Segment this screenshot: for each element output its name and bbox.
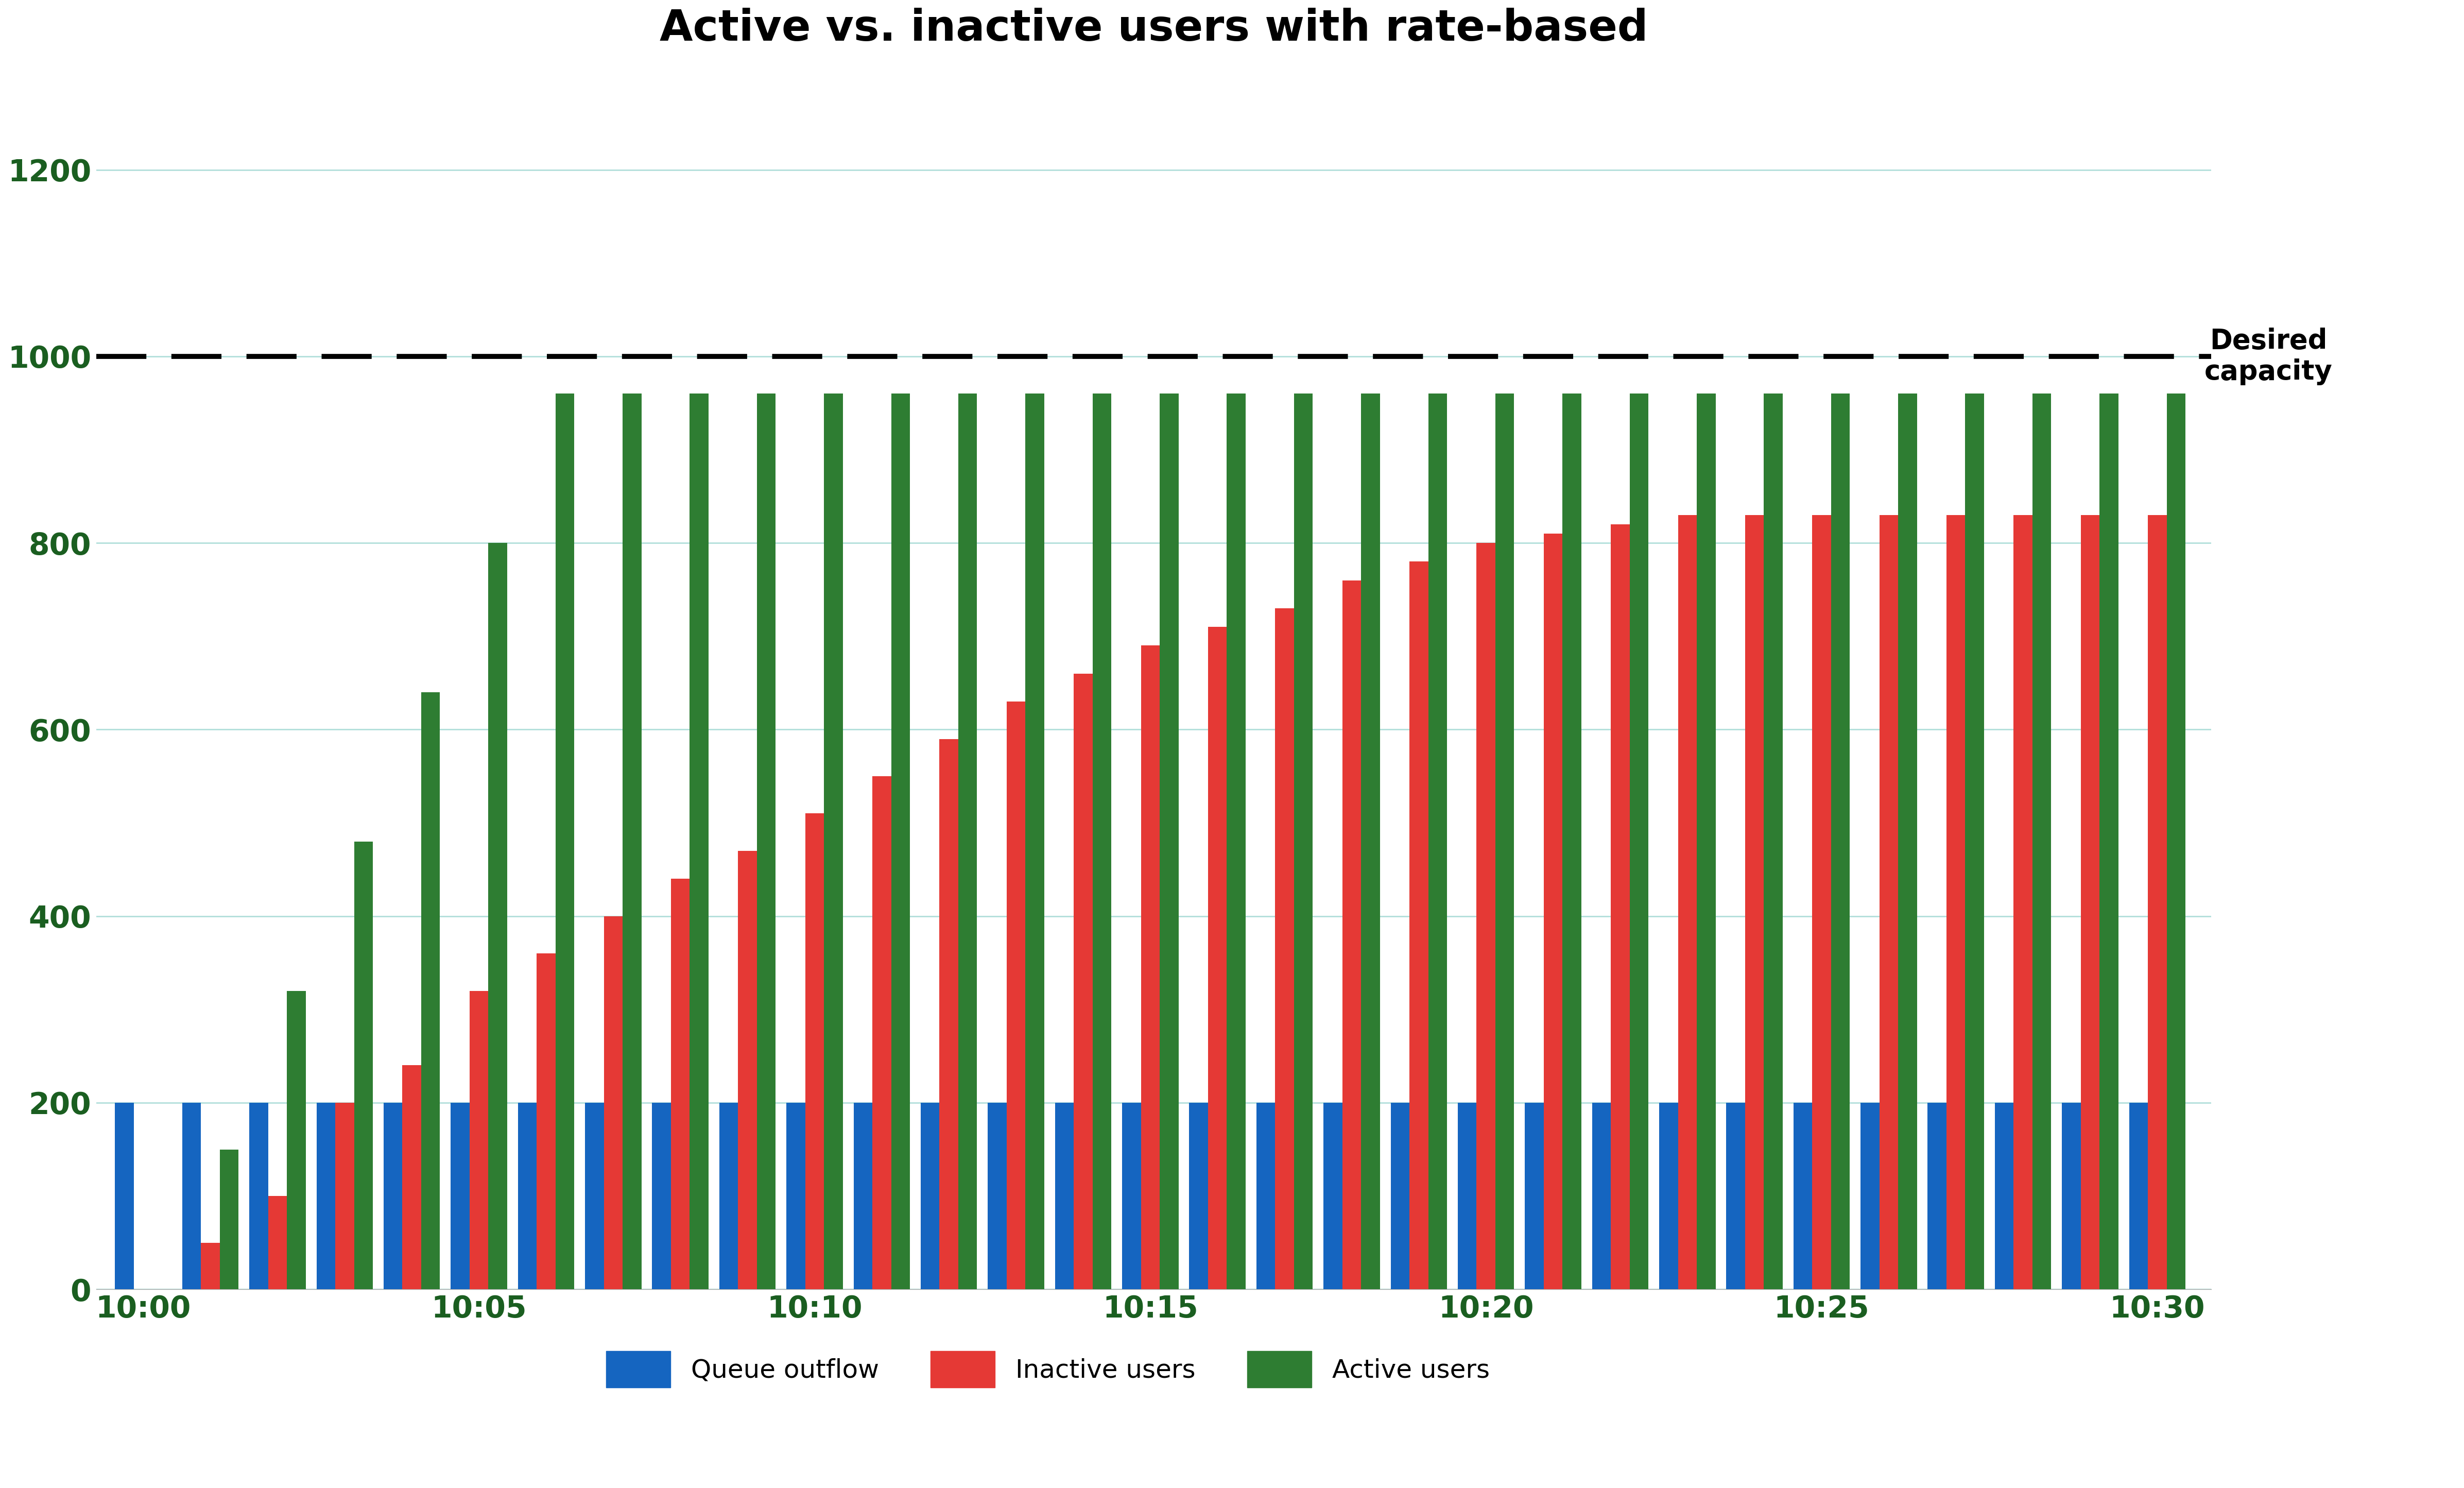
Bar <box>182 1103 202 1289</box>
Bar <box>1055 1103 1074 1289</box>
Bar <box>402 1065 421 1289</box>
Bar <box>1429 394 1446 1289</box>
Bar <box>1294 394 1313 1289</box>
Bar <box>219 1149 239 1289</box>
Bar <box>1927 1103 1947 1289</box>
Bar <box>1745 515 1764 1289</box>
Bar <box>2166 394 2186 1289</box>
Bar <box>1629 394 1648 1289</box>
Bar <box>1257 1103 1276 1289</box>
Bar <box>739 851 756 1289</box>
Text: Desired
capacity: Desired capacity <box>2205 327 2333 385</box>
Bar <box>116 1103 133 1289</box>
Bar <box>1542 534 1562 1289</box>
Bar <box>1207 626 1227 1289</box>
Bar <box>355 842 372 1289</box>
Bar <box>1190 1103 1207 1289</box>
Bar <box>1611 524 1629 1289</box>
Bar <box>1360 394 1380 1289</box>
Bar <box>786 1103 806 1289</box>
Bar <box>1727 1103 1745 1289</box>
Bar <box>1092 394 1111 1289</box>
Bar <box>584 1103 604 1289</box>
Bar <box>823 394 843 1289</box>
Bar <box>2129 1103 2149 1289</box>
Bar <box>872 777 892 1289</box>
Bar <box>853 1103 872 1289</box>
Bar <box>1025 394 1045 1289</box>
Bar <box>451 1103 471 1289</box>
Bar <box>1880 515 1897 1289</box>
Bar <box>806 814 823 1289</box>
Bar <box>2062 1103 2080 1289</box>
Bar <box>1008 701 1025 1289</box>
Bar <box>315 1103 335 1289</box>
Bar <box>1476 543 1496 1289</box>
Bar <box>653 1103 670 1289</box>
Bar <box>421 692 441 1289</box>
Bar <box>1966 394 1984 1289</box>
Bar <box>1811 515 1831 1289</box>
Bar <box>2149 515 2166 1289</box>
Bar <box>2013 515 2033 1289</box>
Legend: Queue outflow, Inactive users, Active users: Queue outflow, Inactive users, Active us… <box>596 1341 1501 1397</box>
Bar <box>537 954 554 1289</box>
Bar <box>269 1196 286 1289</box>
Bar <box>690 394 710 1289</box>
Bar <box>892 394 909 1289</box>
Title: Active vs. inactive users with rate-based: Active vs. inactive users with rate-base… <box>660 7 1648 49</box>
Bar <box>1592 1103 1611 1289</box>
Bar <box>1409 561 1429 1289</box>
Bar <box>384 1103 402 1289</box>
Bar <box>335 1103 355 1289</box>
Bar <box>719 1103 739 1289</box>
Bar <box>2080 515 2099 1289</box>
Bar <box>1794 1103 1811 1289</box>
Bar <box>1459 1103 1476 1289</box>
Bar <box>623 394 641 1289</box>
Bar <box>488 543 508 1289</box>
Bar <box>988 1103 1008 1289</box>
Bar <box>1161 394 1178 1289</box>
Bar <box>2033 394 2050 1289</box>
Bar <box>1390 1103 1409 1289</box>
Bar <box>1343 580 1360 1289</box>
Bar <box>1996 1103 2013 1289</box>
Bar <box>1525 1103 1542 1289</box>
Bar <box>958 394 978 1289</box>
Bar <box>1678 515 1698 1289</box>
Bar <box>1276 609 1294 1289</box>
Bar <box>756 394 776 1289</box>
Bar <box>202 1242 219 1289</box>
Bar <box>1764 394 1781 1289</box>
Bar <box>1141 646 1161 1289</box>
Bar <box>1227 394 1247 1289</box>
Bar <box>604 917 623 1289</box>
Bar <box>1831 394 1850 1289</box>
Bar <box>1074 674 1092 1289</box>
Bar <box>670 879 690 1289</box>
Bar <box>286 991 306 1289</box>
Bar <box>1947 515 1966 1289</box>
Bar <box>1860 1103 1880 1289</box>
Bar <box>1121 1103 1141 1289</box>
Bar <box>1658 1103 1678 1289</box>
Bar <box>1496 394 1515 1289</box>
Bar <box>249 1103 269 1289</box>
Bar <box>1562 394 1582 1289</box>
Bar <box>471 991 488 1289</box>
Bar <box>939 740 958 1289</box>
Bar <box>554 394 574 1289</box>
Bar <box>2099 394 2119 1289</box>
Bar <box>922 1103 939 1289</box>
Bar <box>1323 1103 1343 1289</box>
Bar <box>517 1103 537 1289</box>
Bar <box>1897 394 1917 1289</box>
Bar <box>1698 394 1715 1289</box>
